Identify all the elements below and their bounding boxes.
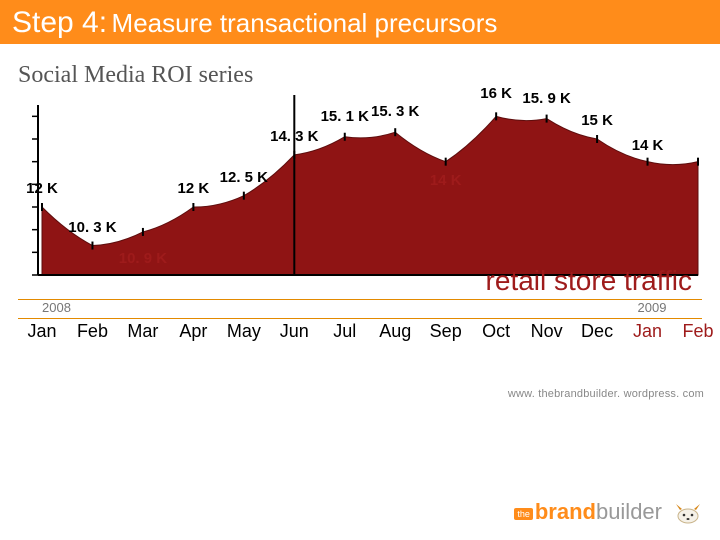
month-label: Jul xyxy=(333,321,356,342)
month-label: Mar xyxy=(127,321,158,342)
month-label: Feb xyxy=(682,321,713,342)
month-label: Sep xyxy=(430,321,462,342)
value-label: 12. 5 K xyxy=(220,169,268,186)
month-label: Dec xyxy=(581,321,613,342)
logo-builder: builder xyxy=(596,499,662,524)
value-label: 14 K xyxy=(430,172,462,189)
month-label: Jun xyxy=(280,321,309,342)
series-title: Social Media ROI series xyxy=(18,62,720,89)
value-label: 15. 1 K xyxy=(321,108,369,125)
month-label: Jan xyxy=(633,321,662,342)
retail-traffic-chart: 12 K10. 3 K10. 9 K12 K12. 5 K14. 3 K15. … xyxy=(18,95,702,295)
brandbuilder-logo: the brandbuilder xyxy=(514,498,702,526)
month-label: Nov xyxy=(531,321,563,342)
month-label: Apr xyxy=(179,321,207,342)
dog-icon xyxy=(668,498,702,526)
value-label: 10. 9 K xyxy=(119,250,167,267)
value-label: 15 K xyxy=(581,112,613,129)
month-label: Aug xyxy=(379,321,411,342)
month-label: May xyxy=(227,321,261,342)
value-label: 10. 3 K xyxy=(68,219,116,236)
logo-the: the xyxy=(514,508,533,520)
value-label: 12 K xyxy=(26,180,58,197)
value-label: 12 K xyxy=(178,180,210,197)
year-right: 2009 xyxy=(638,300,667,315)
slide-header: Step 4: Measure transactional precursors xyxy=(0,0,720,44)
month-label: Feb xyxy=(77,321,108,342)
month-axis: JanFebMarAprMayJunJulAugSepOctNovDecJanF… xyxy=(18,321,702,345)
chart-inner-title: retail store traffic xyxy=(486,265,692,297)
value-label: 15. 9 K xyxy=(522,90,570,107)
step-number: Step 4: xyxy=(12,6,107,39)
value-label: 14 K xyxy=(632,137,664,154)
source-url: www. thebrandbuilder. wordpress. com xyxy=(508,388,704,400)
year-axis: 2008 2009 xyxy=(18,299,702,319)
value-label: 16 K xyxy=(480,85,512,102)
value-label: 15. 3 K xyxy=(371,103,419,120)
year-left: 2008 xyxy=(42,300,71,315)
value-label: 14. 3 K xyxy=(270,128,318,145)
month-label: Jan xyxy=(27,321,56,342)
month-label: Oct xyxy=(482,321,510,342)
logo-brand: brand xyxy=(535,499,596,524)
step-subtitle: Measure transactional precursors xyxy=(112,8,498,38)
